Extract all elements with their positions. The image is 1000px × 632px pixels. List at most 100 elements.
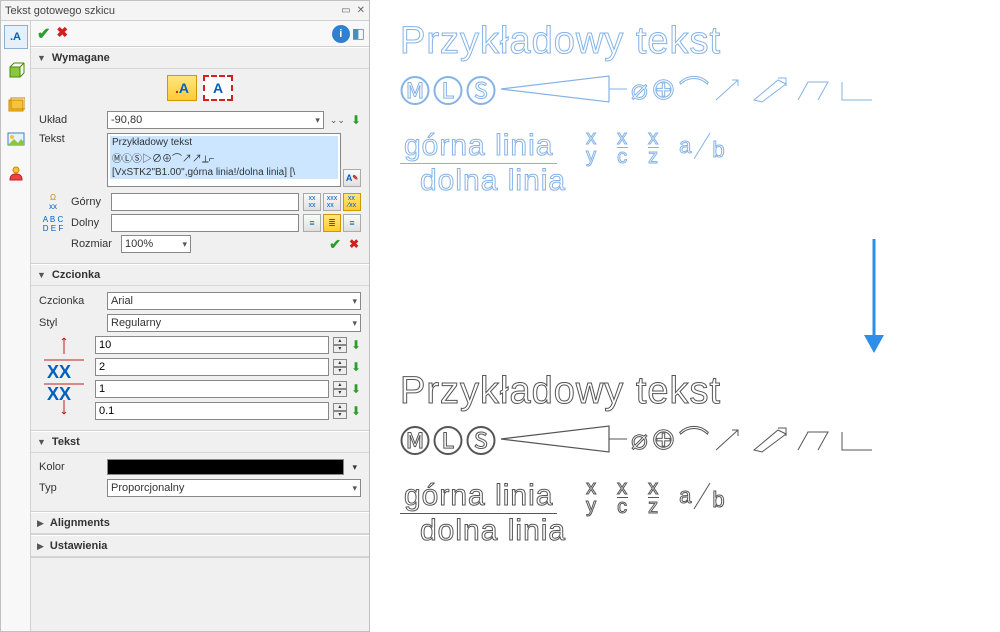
sidebar-text-icon[interactable]: .A [4, 25, 28, 49]
spacing-2-input[interactable] [95, 380, 329, 398]
apply-icon[interactable]: ⬇ [351, 113, 361, 127]
spin-up[interactable]: ▴ [333, 359, 347, 367]
spin-up[interactable]: ▴ [333, 381, 347, 389]
svg-text:XX: XX [47, 384, 71, 404]
preview-black-group: Przykładowy tekst ⓂⓁⓈ ⌀ ⊕ ⌒ górna linia … [400, 370, 876, 548]
frac-xz-blue: xz [648, 129, 659, 166]
section-settings-header[interactable]: ▶ Ustawienia [31, 535, 369, 557]
frac-xy-black: xy [586, 479, 597, 515]
info-button[interactable]: i [332, 25, 350, 43]
chevron-down-icon: ▼ [37, 53, 46, 63]
spacing-3-input[interactable] [95, 402, 329, 420]
spin-down[interactable]: ▾ [333, 345, 347, 353]
chevron-down-icon: ▼ [37, 437, 46, 447]
spacing-1-input[interactable] [95, 358, 329, 376]
type-dropdown[interactable]: Proporcjonalny [107, 479, 361, 497]
align-opt3-button[interactable]: xx⁄xx [343, 193, 361, 211]
main-content: ✔ ✖ i ◧ ▼ Wymagane .A A [31, 21, 369, 631]
spacing-preview: XX XX [39, 336, 89, 416]
mode-boxed-a-button[interactable]: A [203, 75, 233, 101]
sample-text-black: Przykładowy tekst [400, 370, 876, 413]
section-alignments-header[interactable]: ▶ Alignments [31, 512, 369, 534]
just-left-button[interactable]: ≡ [303, 214, 321, 232]
text-label: Tekst [39, 133, 103, 145]
symbol-line-blue: ⓂⓁⓈ ⌀ ⊕ ⌒ [400, 67, 876, 111]
sidebar-image-icon[interactable] [4, 127, 28, 151]
chevron-right-icon: ▶ [37, 541, 44, 552]
size-dropdown[interactable]: 100% [121, 235, 191, 253]
chevron-down-icon: ▼ [37, 270, 46, 280]
canvas-preview: Przykładowy tekst ⓂⓁⓈ ⌀ ⊕ ⌒ górna linia … [370, 0, 1000, 632]
spin-down[interactable]: ▾ [333, 367, 347, 375]
apply-icon[interactable]: ⬇ [351, 338, 361, 352]
upper-input[interactable] [111, 193, 299, 211]
layout-dropdown[interactable]: -90,80 [107, 111, 324, 129]
bottom-line-black: dolna linia [420, 514, 566, 548]
spin-up[interactable]: ▴ [333, 337, 347, 345]
sidebar-user-icon[interactable] [4, 161, 28, 185]
svg-text:XX: XX [47, 362, 71, 382]
font-dropdown[interactable]: Arial [107, 292, 361, 310]
apply-icon[interactable]: ⬇ [351, 404, 361, 418]
color-swatch[interactable] [107, 459, 344, 475]
text-content-field[interactable]: Przykładowy tekst ⓂⓁⓈ▷∅⊕⌒↗↗⟂⌐ [VxSTK2"B1… [107, 133, 341, 187]
section-text-title: Tekst [52, 436, 80, 448]
cancel-size-button[interactable]: ✖ [347, 237, 361, 251]
frac-ab-blue: a b [679, 129, 726, 163]
close-icon[interactable]: ✕ [357, 5, 365, 16]
property-panel: Tekst gotowego szkicu ▭ ✕ .A ✔ ✖ i ◧ [0, 0, 370, 632]
minimize-icon[interactable]: ▭ [341, 5, 350, 16]
size-label: Rozmiar [71, 238, 117, 250]
section-text: ▼ Tekst Kolor ▾ Typ Proporcjonalny [31, 431, 369, 512]
apply-size-button[interactable]: ✔ [327, 236, 343, 253]
chevron-right-icon: ▶ [37, 518, 44, 529]
section-required-title: Wymagane [52, 52, 110, 64]
section-font-header[interactable]: ▼ Czcionka [31, 264, 369, 286]
frac-xy-blue: xy [586, 129, 597, 165]
frac-xz-black: xz [648, 479, 659, 516]
cancel-button[interactable]: ✖ [54, 24, 70, 44]
apply-icon[interactable]: ⬇ [351, 382, 361, 396]
mode-point-a-button[interactable]: .A [167, 75, 197, 101]
titlebar: Tekst gotowego szkicu ▭ ✕ [1, 1, 369, 21]
align-opt1-button[interactable]: xxxx [303, 193, 321, 211]
stack-labels: Ωxx A B CD E F [39, 193, 67, 233]
sidebar-cube-icon[interactable] [4, 59, 28, 83]
spin-down[interactable]: ▾ [333, 411, 347, 419]
color-label: Kolor [39, 461, 103, 473]
sidebar-box-icon[interactable] [4, 93, 28, 117]
just-center-button[interactable]: ≣ [323, 214, 341, 232]
chevron-double-down-icon[interactable]: ⌄⌄ [328, 115, 347, 126]
pin-button[interactable]: ◧ [352, 25, 365, 43]
arrow-down-icon [860, 235, 888, 355]
layout-label: Układ [39, 114, 103, 126]
frac-xc-blue: xc [617, 129, 628, 166]
align-opt2-button[interactable]: xxxxx [323, 193, 341, 211]
frac-xc-black: xc [617, 479, 628, 516]
ok-button[interactable]: ✔ [35, 24, 52, 44]
spin-up[interactable]: ▴ [333, 403, 347, 411]
sample-text-blue: Przykładowy tekst [400, 20, 876, 63]
frac-ab-black: a b [679, 479, 726, 513]
type-label: Typ [39, 482, 103, 494]
section-required-header[interactable]: ▼ Wymagane [31, 47, 369, 69]
just-right-button[interactable]: ≡ [343, 214, 361, 232]
section-required: ▼ Wymagane .A A Układ -90,80 ⌄⌄ ⬇ [31, 47, 369, 264]
spacing-0-input[interactable] [95, 336, 329, 354]
upper-label: Górny [71, 196, 107, 208]
style-label: Styl [39, 317, 103, 329]
top-line-blue: górna linia [400, 129, 557, 164]
apply-icon[interactable]: ⬇ [351, 360, 361, 374]
top-line-black: górna linia [400, 479, 557, 514]
section-font-title: Czcionka [52, 269, 100, 281]
spin-down[interactable]: ▾ [333, 389, 347, 397]
section-text-header[interactable]: ▼ Tekst [31, 431, 369, 453]
style-dropdown[interactable]: Regularny [107, 314, 361, 332]
window-title: Tekst gotowego szkicu [5, 5, 341, 17]
sidebar: .A [1, 21, 31, 631]
lower-input[interactable] [111, 214, 299, 232]
section-font: ▼ Czcionka Czcionka Arial Styl Regularny [31, 264, 369, 431]
font-label: Czcionka [39, 295, 103, 307]
bottom-line-blue: dolna linia [420, 164, 566, 198]
text-format-button[interactable]: A✎ [343, 169, 361, 187]
